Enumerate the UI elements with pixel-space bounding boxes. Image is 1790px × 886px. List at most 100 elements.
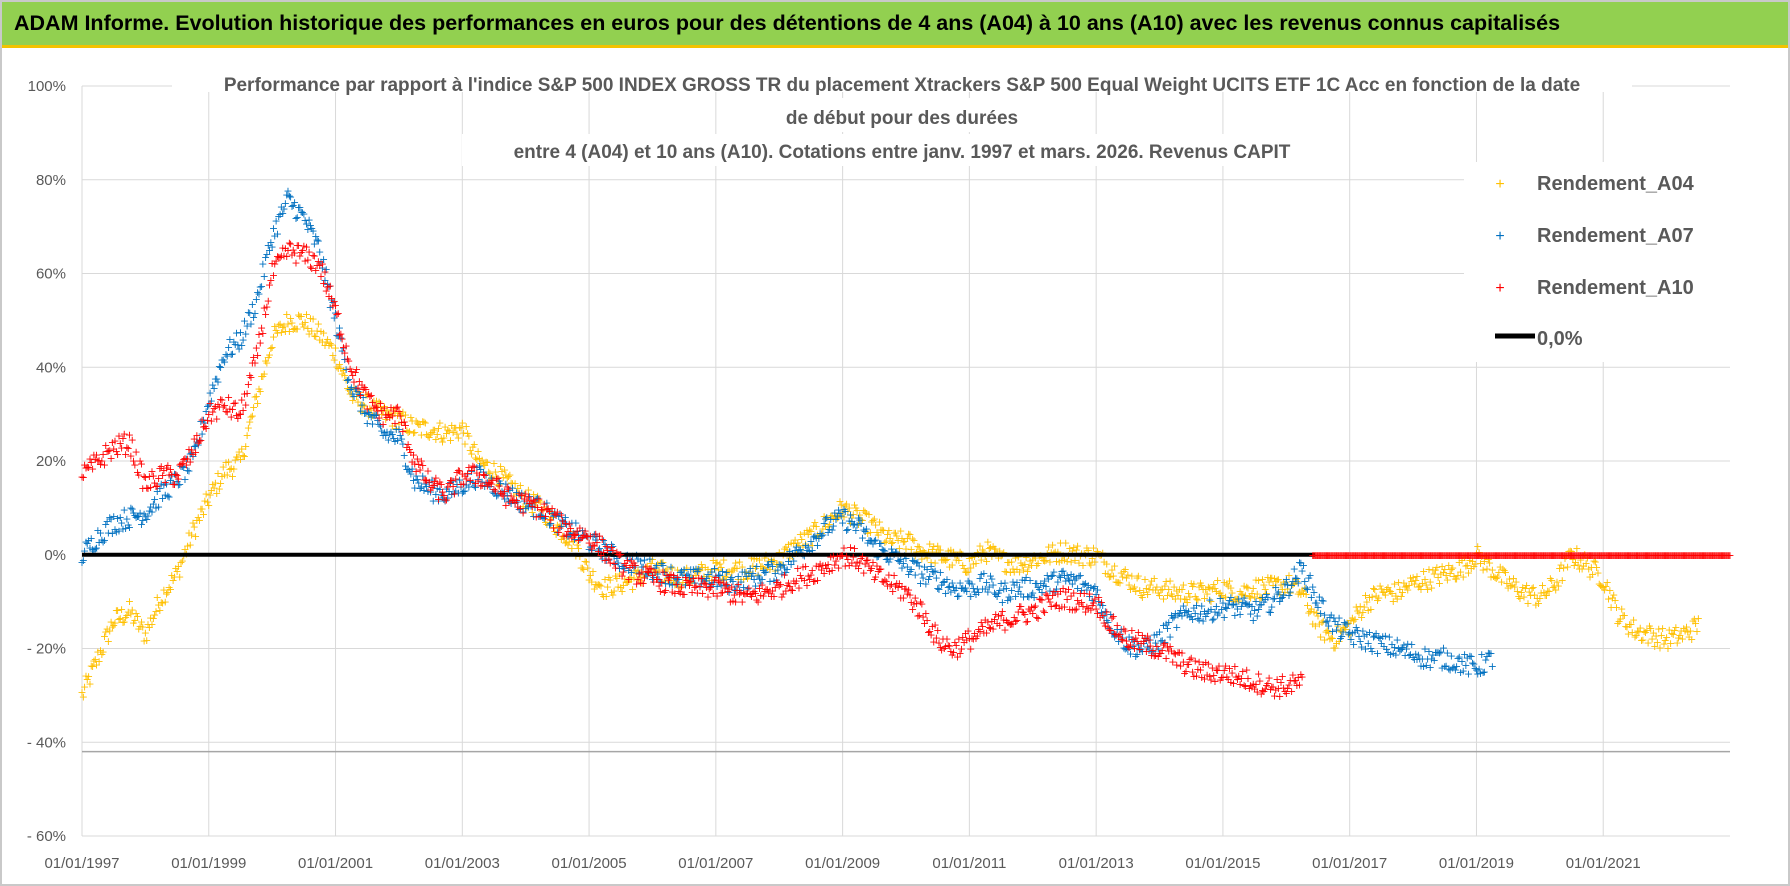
series-a07: ++++++++++++++++++++++++++++++++++++++++… — [77, 184, 1497, 680]
data-point: + — [365, 402, 374, 415]
data-point: + — [100, 630, 109, 643]
data-point: + — [437, 432, 446, 445]
data-point: + — [804, 528, 813, 541]
data-point: + — [1414, 580, 1423, 593]
data-point: + — [953, 590, 962, 603]
data-point: + — [904, 528, 913, 541]
data-point: + — [1305, 569, 1314, 582]
data-point: + — [278, 321, 287, 334]
data-point: + — [167, 469, 176, 482]
data-point: + — [952, 581, 961, 594]
data-point: + — [224, 341, 233, 354]
data-point: + — [591, 578, 600, 591]
data-point: + — [621, 576, 630, 589]
data-point: + — [818, 528, 827, 541]
grid-layer — [81, 85, 1730, 837]
data-point: + — [326, 301, 335, 314]
data-point: + — [569, 527, 578, 540]
data-point: + — [726, 573, 735, 586]
data-point: + — [1233, 602, 1242, 615]
data-point: + — [96, 527, 105, 540]
data-point: + — [846, 508, 855, 521]
data-point: + — [1022, 551, 1031, 564]
data-point: + — [697, 577, 706, 590]
data-point: + — [253, 349, 262, 362]
data-point: + — [1298, 564, 1307, 577]
data-point: + — [256, 385, 265, 398]
data-point: + — [620, 562, 629, 575]
data-point: + — [590, 582, 599, 595]
data-point: + — [845, 501, 854, 514]
data-point: + — [413, 473, 422, 486]
data-point: + — [1088, 552, 1097, 565]
data-point: + — [187, 528, 196, 541]
data-point: + — [1324, 619, 1333, 632]
data-point: + — [360, 399, 369, 412]
data-point: + — [1373, 594, 1382, 607]
data-point: + — [1188, 580, 1197, 593]
data-point: + — [1255, 599, 1264, 612]
data-point: + — [216, 361, 225, 374]
data-point: + — [1274, 586, 1283, 599]
data-point: + — [969, 582, 978, 595]
data-point: + — [207, 395, 216, 408]
data-point: + — [323, 278, 332, 291]
data-point: + — [174, 472, 183, 485]
data-point: + — [455, 421, 464, 434]
data-point: + — [971, 588, 980, 601]
data-point: + — [1566, 545, 1575, 558]
data-point: + — [1189, 577, 1198, 590]
data-point: + — [355, 388, 364, 401]
data-point: + — [942, 553, 951, 566]
data-point: + — [942, 573, 951, 586]
data-point: + — [184, 526, 193, 539]
data-point: + — [1254, 603, 1263, 616]
data-point: + — [1233, 593, 1242, 606]
data-point: + — [710, 562, 719, 575]
data-point: + — [1243, 598, 1252, 611]
data-point: + — [254, 382, 263, 395]
data-point: + — [442, 482, 451, 495]
data-point: + — [1493, 570, 1502, 583]
data-point: + — [199, 508, 208, 521]
data-point: + — [1665, 623, 1674, 636]
data-point: + — [734, 573, 743, 586]
data-point: + — [1051, 585, 1060, 598]
data-point: + — [612, 552, 621, 565]
data-point: + — [112, 604, 121, 617]
data-point: + — [1246, 592, 1255, 605]
data-point: + — [513, 495, 522, 508]
data-point: + — [1265, 576, 1274, 589]
data-point: + — [1221, 601, 1230, 614]
data-point: + — [787, 558, 796, 571]
data-point: + — [703, 563, 712, 576]
data-point: + — [706, 580, 715, 593]
data-point: + — [1028, 587, 1037, 600]
data-point: + — [1342, 618, 1351, 631]
data-point: + — [930, 565, 939, 578]
data-point: + — [1143, 588, 1152, 601]
data-point: + — [485, 467, 494, 480]
data-point: + — [444, 485, 453, 498]
data-point: + — [319, 326, 328, 339]
data-point: + — [475, 460, 484, 473]
data-point: + — [665, 578, 674, 591]
data-point: + — [908, 554, 917, 567]
data-point: + — [1287, 579, 1296, 592]
data-point: + — [581, 555, 590, 568]
data-point: + — [291, 212, 300, 225]
data-point: + — [467, 465, 476, 478]
data-point: + — [871, 533, 880, 546]
data-point: + — [1204, 604, 1213, 617]
data-point: + — [1163, 622, 1172, 635]
data-point: + — [1366, 603, 1375, 616]
data-point: + — [1307, 591, 1316, 604]
data-point: + — [851, 524, 860, 537]
data-point: + — [196, 434, 205, 447]
data-point: + — [624, 564, 633, 577]
data-point: + — [237, 339, 246, 352]
data-point: + — [344, 384, 353, 397]
data-point: + — [1039, 554, 1048, 567]
data-point: + — [508, 481, 517, 494]
data-point: + — [536, 508, 545, 521]
